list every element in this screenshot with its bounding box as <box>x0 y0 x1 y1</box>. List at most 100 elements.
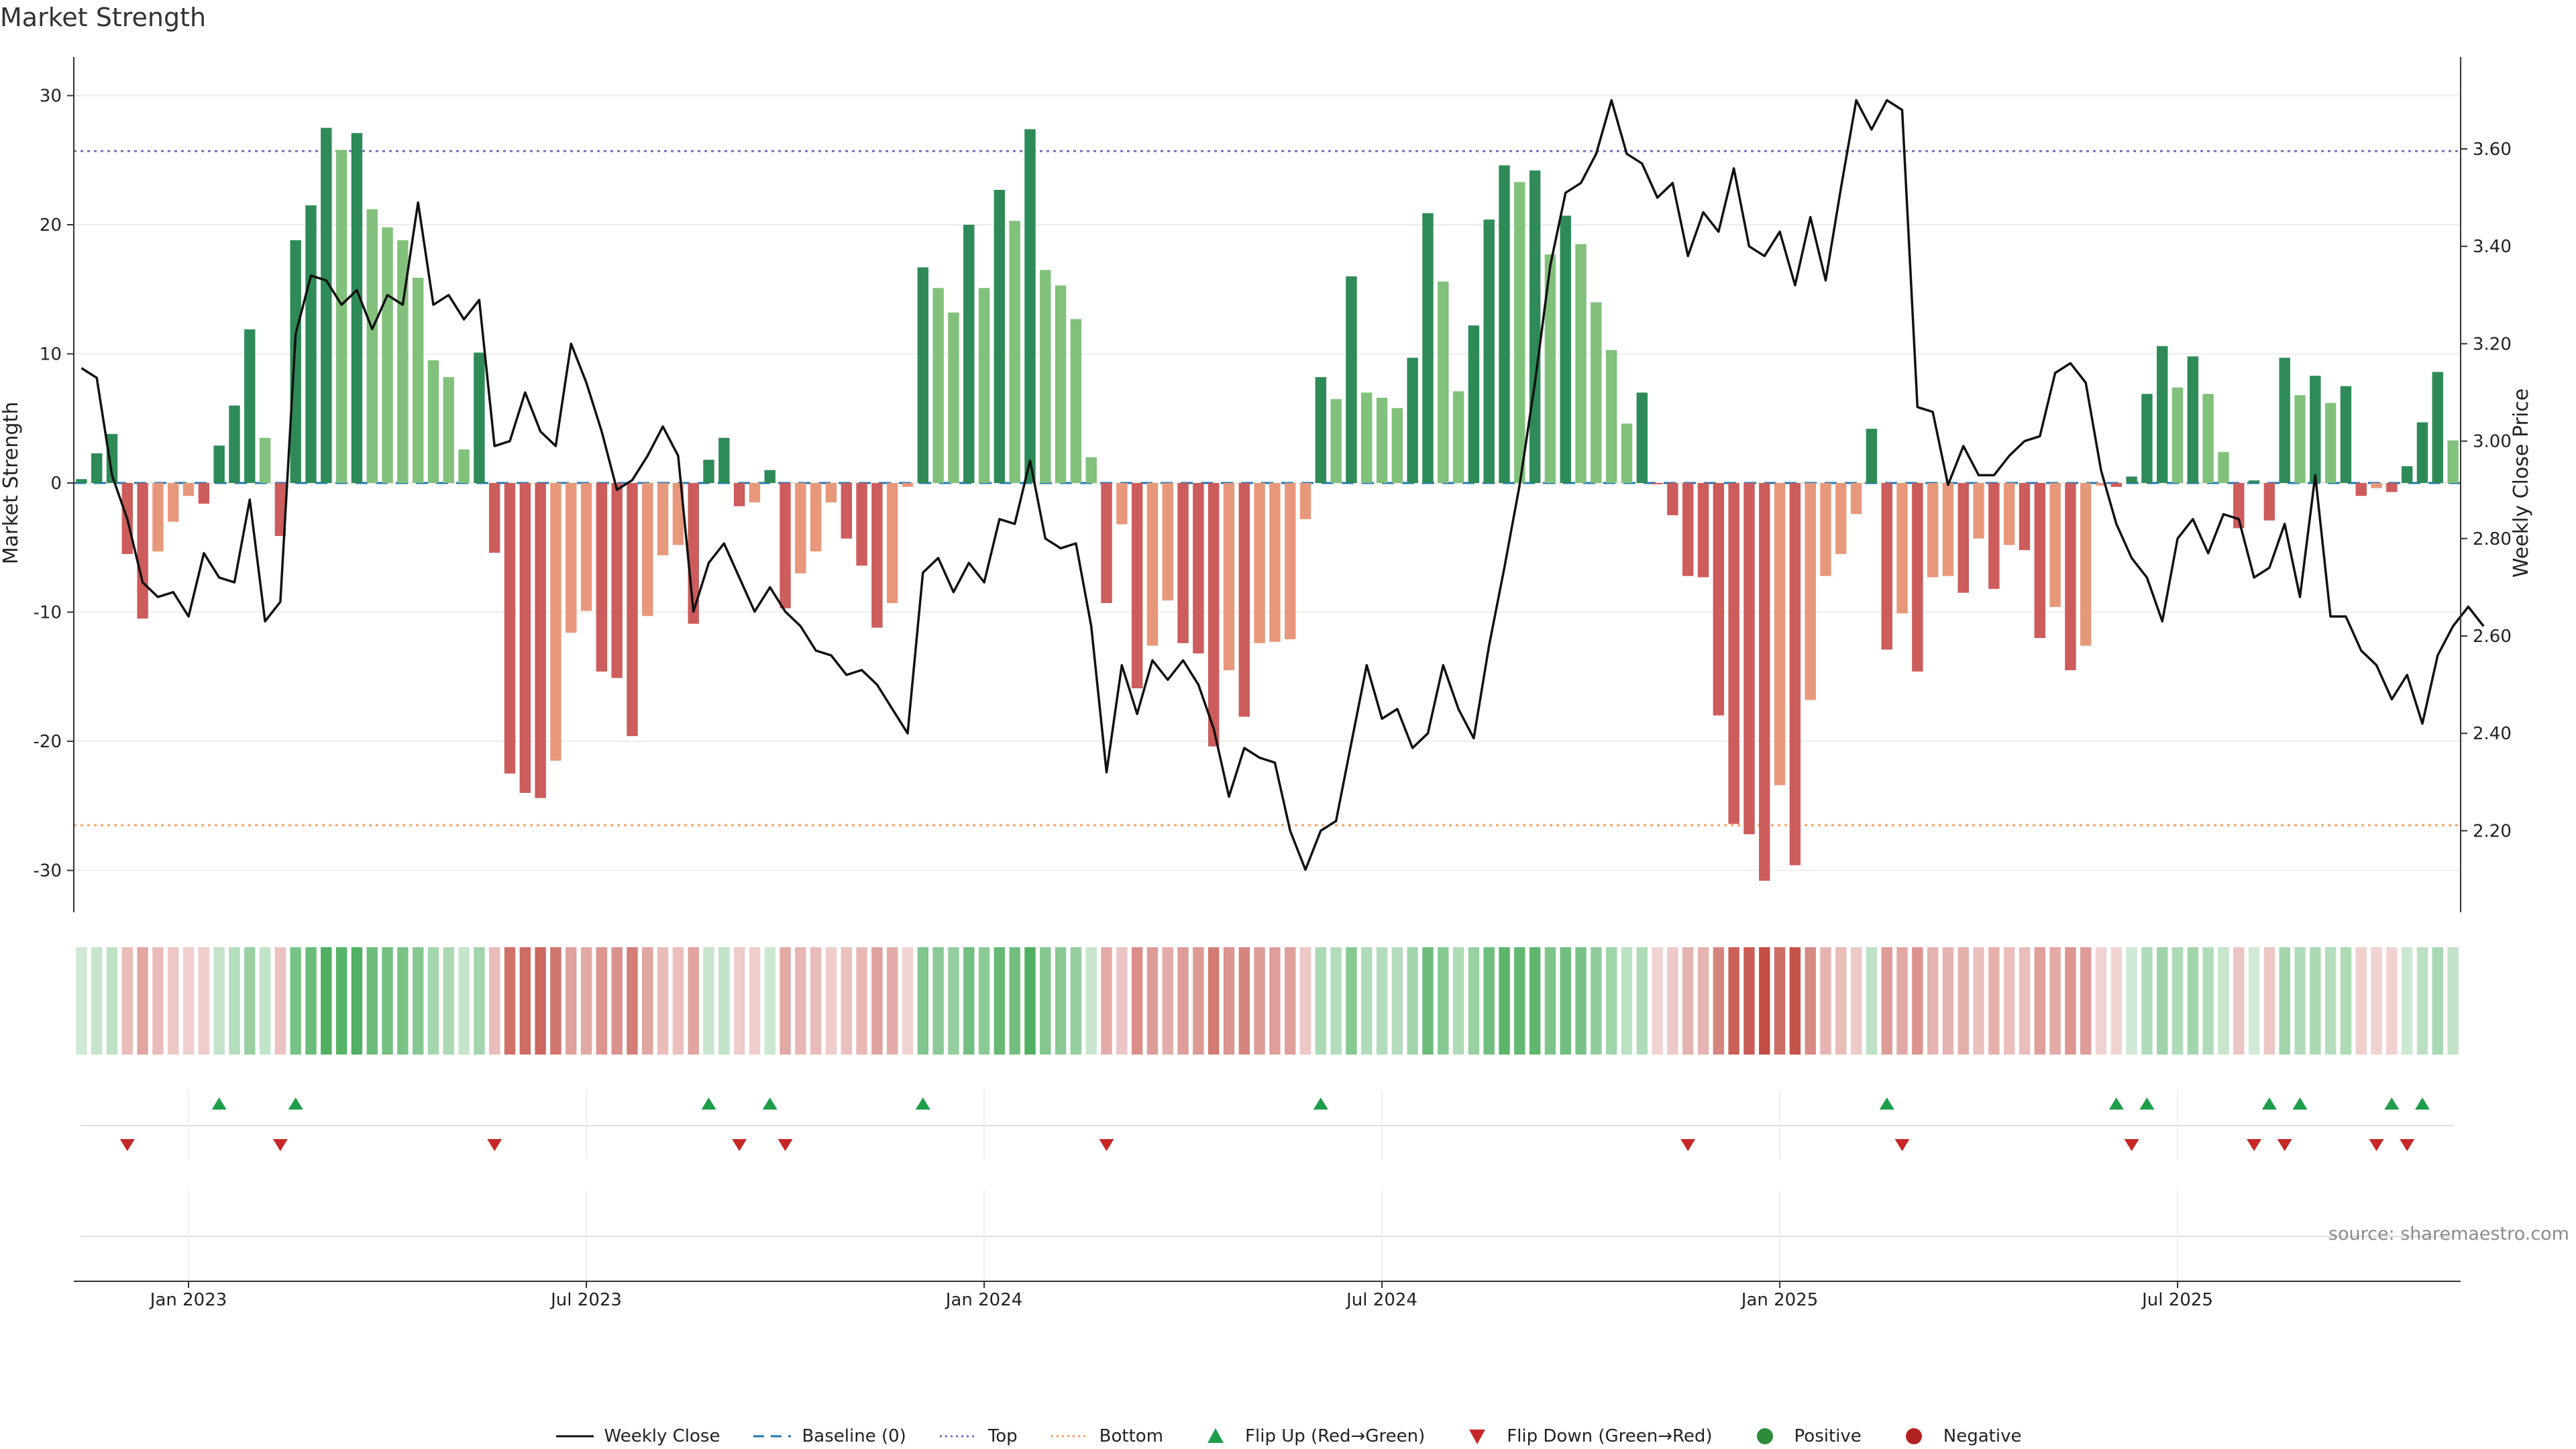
heat-cell <box>1575 947 1587 1055</box>
flip-down-marker <box>777 1139 793 1151</box>
flip-up-marker <box>2292 1097 2308 1110</box>
heat-cell <box>443 947 454 1055</box>
flip-up-marker <box>762 1097 777 1110</box>
legend-baseline: Baseline (0) <box>752 1426 906 1446</box>
strength-bar <box>2447 440 2459 483</box>
heat-cell <box>1850 947 1862 1055</box>
strength-bar <box>2141 394 2153 483</box>
strength-bar <box>611 483 623 678</box>
strength-bar <box>2371 483 2382 488</box>
heat-cell <box>703 947 714 1055</box>
heat-cell <box>2141 947 2153 1055</box>
heat-cell <box>566 947 577 1055</box>
heat-cell <box>1636 947 1648 1055</box>
strength-bar <box>1697 483 1709 578</box>
y-left-tick-label: 0 <box>50 474 62 494</box>
heat-cell <box>1376 947 1388 1055</box>
strength-bar <box>1070 319 1082 483</box>
strength-bar <box>1912 483 1923 672</box>
heat-cell <box>2401 947 2413 1055</box>
legend-label: Top <box>987 1426 1018 1446</box>
strength-bar <box>1682 483 1694 576</box>
heat-cell <box>948 947 959 1055</box>
heat-cell <box>1254 947 1265 1055</box>
flip-up-marker <box>701 1097 716 1110</box>
heat-cell <box>2019 947 2031 1055</box>
heat-cell <box>2202 947 2214 1055</box>
heat-cell <box>2110 947 2123 1055</box>
strength-bar <box>1544 254 1556 483</box>
heat-cell <box>1652 947 1663 1055</box>
heat-cell <box>1422 947 1434 1055</box>
weekly-close-line <box>80 99 2485 871</box>
heat-cell <box>2049 947 2061 1055</box>
heat-cell <box>871 947 883 1055</box>
strength-bar <box>1835 483 1847 554</box>
legend-label: Flip Up (Red→Green) <box>1245 1426 1426 1446</box>
heat-cell <box>1544 947 1556 1055</box>
strength-bar <box>76 479 87 483</box>
y-right-axis-title: Weekly Close Price <box>2510 388 2533 578</box>
strength-bar <box>1131 483 1143 689</box>
strength-bar <box>2019 483 2031 551</box>
heat-cell <box>1238 947 1250 1055</box>
heat-cell <box>733 947 745 1055</box>
flip-down-marker <box>2277 1139 2292 1151</box>
legend-label: Baseline (0) <box>802 1426 906 1446</box>
heat-cell <box>504 947 516 1055</box>
strength-bar <box>764 470 775 483</box>
y-right-tick-label: 2.80 <box>2473 529 2512 549</box>
strength-bar <box>1850 483 1862 515</box>
strength-bar <box>1452 391 1464 483</box>
flip-down-marker <box>2400 1139 2415 1151</box>
y-left-tick-label: 30 <box>40 87 62 107</box>
heat-cell <box>1299 947 1311 1055</box>
strength-bar <box>458 449 470 483</box>
strength-bar <box>1652 483 1663 484</box>
heat-cell <box>2080 947 2092 1055</box>
strength-bar <box>1636 392 1648 483</box>
heat-cell <box>321 947 332 1055</box>
strength-bar <box>932 288 944 483</box>
x-tick-label: Jul 2025 <box>2141 1290 2213 1310</box>
heat-cell <box>1024 947 1036 1055</box>
heat-cell <box>1514 947 1525 1055</box>
heat-cell <box>1162 947 1173 1055</box>
heat-cell <box>963 947 975 1055</box>
strength-bar <box>566 483 577 633</box>
strength-bar <box>1499 165 1510 483</box>
legend-flip-up: Flip Up (Red→Green) <box>1195 1426 1425 1446</box>
strength-bar <box>2310 376 2321 483</box>
heat-cell <box>627 947 638 1055</box>
strength-bar <box>780 483 791 608</box>
legend-bottom: Bottom <box>1050 1426 1163 1446</box>
heat-cell <box>1805 947 1816 1055</box>
strength-bar <box>91 453 103 483</box>
strength-bar <box>1743 483 1755 835</box>
heat-cell <box>2233 947 2245 1055</box>
circle-icon <box>1905 1428 1922 1444</box>
heat-cell <box>672 947 684 1055</box>
strength-bar <box>1866 429 1878 483</box>
y-left-axis-title: Market Strength <box>0 402 23 564</box>
flip-down-marker <box>1894 1139 1910 1151</box>
strength-bar <box>963 225 975 483</box>
heat-cell <box>2447 947 2459 1055</box>
y-right-tick-label: 3.00 <box>2473 432 2512 452</box>
heat-cell <box>1591 947 1602 1055</box>
heat-cell <box>198 947 210 1055</box>
heat-cell <box>229 947 240 1055</box>
heat-cell <box>1728 947 1739 1055</box>
strength-bar <box>1055 285 1067 483</box>
strength-bar <box>1193 483 1204 654</box>
strength-bar <box>1040 270 1051 483</box>
strength-bar <box>2080 483 2092 646</box>
bottom-panel: Jan 2023 Jul 2023 Jan 2024 Jul 2024 Jan 2025… <box>74 1191 2461 1310</box>
strength-bar <box>1009 221 1020 483</box>
strength-bar <box>550 483 561 761</box>
strength-bar <box>994 190 1006 483</box>
strength-bar <box>733 483 745 506</box>
heat-cell <box>2294 947 2306 1055</box>
heat-cell <box>382 947 393 1055</box>
y-right-tick-label: 3.20 <box>2473 334 2512 354</box>
